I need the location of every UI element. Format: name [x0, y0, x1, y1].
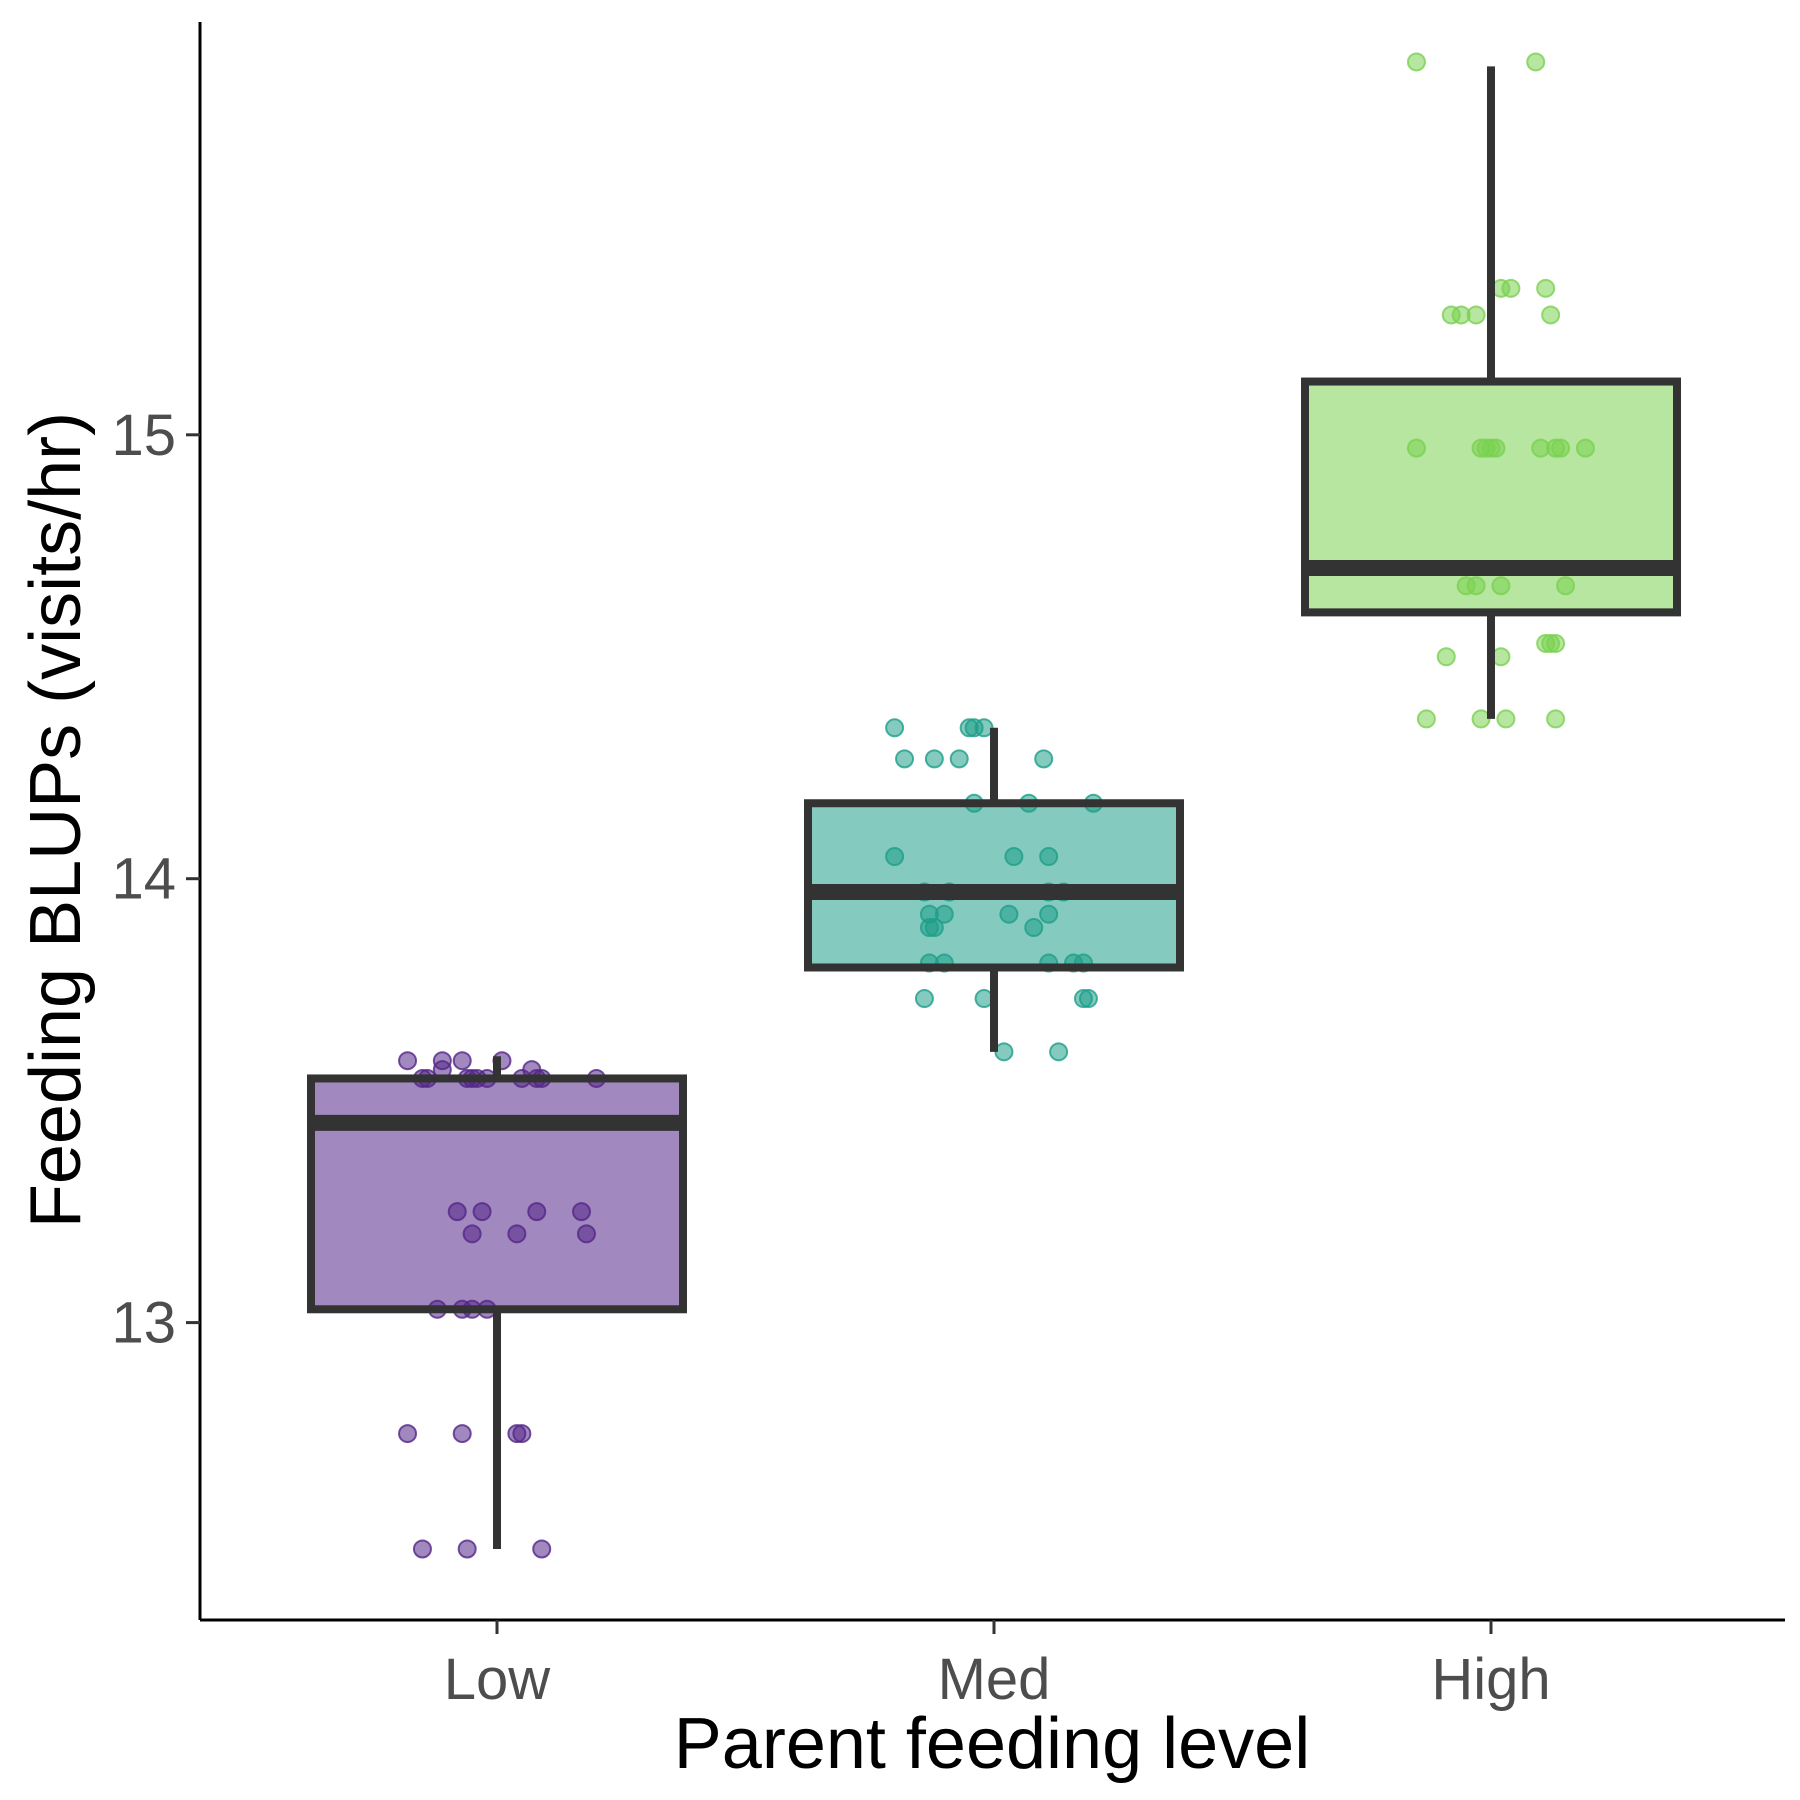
data-point-med	[1078, 989, 1098, 1009]
data-point-low	[432, 1051, 452, 1071]
data-point-high	[1406, 52, 1426, 72]
data-point-high	[1466, 305, 1486, 325]
data-point-low	[452, 1051, 472, 1071]
y-tick-label-13: 13	[111, 1291, 176, 1356]
x-axis-title: Parent feeding level	[674, 1704, 1310, 1784]
data-point-high	[1501, 278, 1521, 298]
data-point-high	[1541, 305, 1561, 325]
data-point-med	[949, 749, 969, 769]
y-tick-label-14: 14	[111, 847, 176, 912]
y-axis-title: Feeding BLUPs (visits/hr)	[16, 412, 96, 1228]
data-point-med	[885, 718, 905, 738]
box-iqr-high	[1301, 377, 1681, 617]
x-tick-label-med: Med	[938, 1647, 1051, 1712]
ticks-layer: Low Med High 13 14 15	[111, 403, 1550, 1712]
data-point-high	[1436, 647, 1456, 667]
y-tick-label-15: 15	[111, 403, 176, 468]
data-point-med	[1034, 749, 1054, 769]
boxes-layer	[307, 66, 1681, 1549]
data-point-high	[1536, 278, 1556, 298]
data-point-high	[1546, 633, 1566, 653]
data-point-low	[412, 1539, 432, 1559]
data-point-high	[1416, 709, 1436, 729]
box-med	[804, 727, 1184, 1052]
data-point-med	[914, 989, 934, 1009]
data-point-high	[1526, 52, 1546, 72]
box-low	[307, 1056, 687, 1549]
data-point-low	[457, 1539, 477, 1559]
box-iqr-low	[307, 1074, 687, 1314]
data-point-low	[532, 1539, 552, 1559]
data-point-med	[895, 749, 915, 769]
data-point-med	[1049, 1042, 1069, 1062]
data-point-low	[512, 1424, 532, 1444]
data-point-low	[398, 1051, 418, 1071]
data-point-high	[1546, 709, 1566, 729]
data-point-high	[1496, 709, 1516, 729]
data-point-med	[924, 749, 944, 769]
data-point-low	[452, 1424, 472, 1444]
data-point-low	[398, 1424, 418, 1444]
box-high	[1301, 66, 1681, 719]
x-tick-label-high: High	[1431, 1647, 1550, 1712]
x-tick-label-low: Low	[444, 1647, 552, 1712]
